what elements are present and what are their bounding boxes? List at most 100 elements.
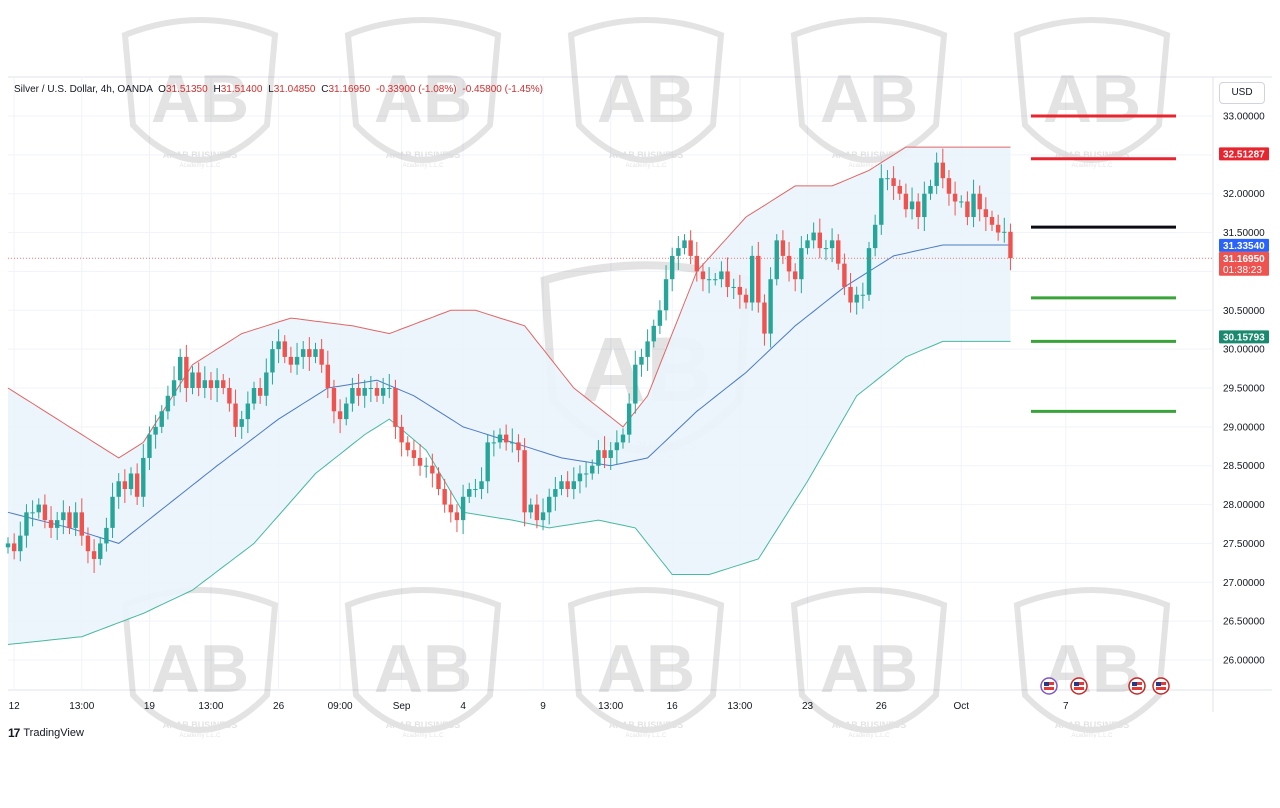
watermark-shield: AB ARAB BUSINESS Academy L.L.C bbox=[567, 587, 725, 739]
candle-body bbox=[1002, 231, 1007, 233]
watermark-line-2: Academy L.L.C bbox=[402, 163, 444, 169]
candle-body bbox=[602, 450, 607, 458]
change-value: -0.33900 (-1.08%) bbox=[375, 84, 457, 95]
candle bbox=[454, 504, 460, 533]
bollinger-fill bbox=[8, 147, 1011, 645]
candle bbox=[842, 253, 847, 296]
candle bbox=[251, 381, 257, 410]
candle bbox=[799, 236, 804, 294]
watermark-line-2: Academy L.L.C bbox=[402, 733, 444, 739]
candle bbox=[270, 340, 275, 385]
candle bbox=[387, 374, 392, 399]
watermark-monogram-icon: AB bbox=[374, 61, 472, 137]
candle bbox=[872, 214, 878, 257]
candle-body bbox=[424, 465, 429, 467]
candle-body bbox=[239, 419, 244, 427]
change-value-2: -0.45800 (-1.45%) bbox=[462, 84, 543, 95]
time-axis[interactable]: 12 13:00 19 13:00 26 09:00 Sep 4 9 13:00 16 13:00 23… bbox=[9, 701, 1069, 712]
candle bbox=[645, 329, 650, 371]
watermark-shield: AB ARAB BUSINESS Academy L.L.C bbox=[121, 17, 279, 169]
candle bbox=[725, 257, 730, 298]
candle bbox=[307, 337, 312, 371]
tradingview-logo-text: TradingView bbox=[23, 727, 84, 739]
candle bbox=[399, 414, 404, 457]
candle bbox=[36, 498, 41, 519]
candle-body bbox=[134, 473, 140, 497]
candle-body bbox=[934, 162, 939, 186]
candle-body bbox=[583, 473, 589, 475]
watermark-shield-outline bbox=[1013, 587, 1171, 733]
candle bbox=[48, 506, 54, 538]
candle bbox=[934, 152, 939, 195]
watermark-shield-outline bbox=[567, 587, 725, 733]
candle-body bbox=[36, 504, 41, 513]
tradingview-logo-icon: 17 bbox=[8, 726, 20, 740]
currency-button[interactable]: USD bbox=[1219, 82, 1265, 104]
candle-body bbox=[633, 364, 638, 404]
price-label-badge: 31.33540 bbox=[1219, 238, 1269, 252]
candle-body bbox=[98, 543, 103, 559]
candle-body bbox=[5, 543, 11, 548]
candle bbox=[221, 374, 226, 395]
candle bbox=[380, 377, 386, 404]
candle bbox=[165, 385, 171, 420]
candle-body bbox=[688, 240, 693, 256]
candle-body bbox=[909, 201, 915, 210]
candle bbox=[337, 399, 343, 434]
candle bbox=[737, 274, 743, 309]
candle bbox=[583, 461, 589, 488]
time-tick-label: 13:00 bbox=[727, 701, 752, 712]
time-tick-label: 16 bbox=[667, 701, 679, 712]
candle-body bbox=[676, 248, 681, 256]
event-icons[interactable] bbox=[1040, 677, 1170, 695]
candle-body bbox=[614, 442, 620, 451]
candle-body bbox=[995, 224, 1001, 233]
candle-body bbox=[67, 512, 72, 528]
watermark-line-1: ARAB BUSINESS bbox=[386, 720, 461, 730]
candle bbox=[104, 517, 109, 552]
candle-body bbox=[141, 457, 146, 497]
tradingview-logo[interactable]: 17 TradingView bbox=[8, 726, 84, 740]
watermark-line-2: Academy L.L.C bbox=[1071, 163, 1113, 169]
candle-body bbox=[245, 403, 251, 420]
candle-body bbox=[571, 481, 576, 490]
candle bbox=[411, 440, 417, 467]
candle-body bbox=[866, 248, 872, 295]
watermark-shield-outline bbox=[344, 587, 502, 733]
candle bbox=[430, 453, 435, 488]
candle bbox=[368, 375, 374, 402]
flag-canton bbox=[1156, 682, 1161, 686]
candle-body bbox=[110, 496, 115, 528]
candle bbox=[706, 267, 712, 294]
time-tick-label: 7 bbox=[1063, 701, 1069, 712]
open-value: 31.51350 bbox=[165, 84, 208, 95]
candle bbox=[393, 379, 398, 439]
watermark-line-2: Academy L.L.C bbox=[179, 163, 221, 169]
price-axis[interactable]: 33.0000032.5000032.0000031.5000031.00000… bbox=[1219, 112, 1269, 667]
price-tick-label: 28.00000 bbox=[1223, 500, 1265, 511]
candle-body bbox=[430, 465, 435, 474]
candle bbox=[762, 294, 767, 346]
candle-body bbox=[983, 209, 989, 218]
candle-body bbox=[55, 520, 60, 528]
price-label-countdown: 01:38:23 bbox=[1223, 265, 1262, 276]
candle bbox=[897, 179, 902, 200]
candle-body bbox=[448, 504, 453, 513]
candle-body bbox=[645, 341, 650, 357]
candle bbox=[301, 340, 306, 369]
watermark-line-2: Academy L.L.C bbox=[625, 163, 667, 169]
candle bbox=[11, 533, 17, 560]
watermark-line-2: Academy L.L.C bbox=[848, 163, 890, 169]
candle-body bbox=[399, 426, 404, 443]
moving-average-line bbox=[7, 244, 1011, 544]
candle-body bbox=[959, 201, 964, 203]
candle-body bbox=[565, 481, 570, 490]
candle bbox=[18, 521, 23, 562]
candle-body bbox=[682, 240, 687, 249]
candle-body bbox=[42, 504, 48, 521]
candle-body bbox=[196, 372, 201, 388]
candle-body bbox=[104, 527, 109, 544]
candle-body bbox=[657, 310, 663, 326]
watermark-shield: AB ARAB BUSINESS Academy L.L.C bbox=[567, 17, 725, 169]
